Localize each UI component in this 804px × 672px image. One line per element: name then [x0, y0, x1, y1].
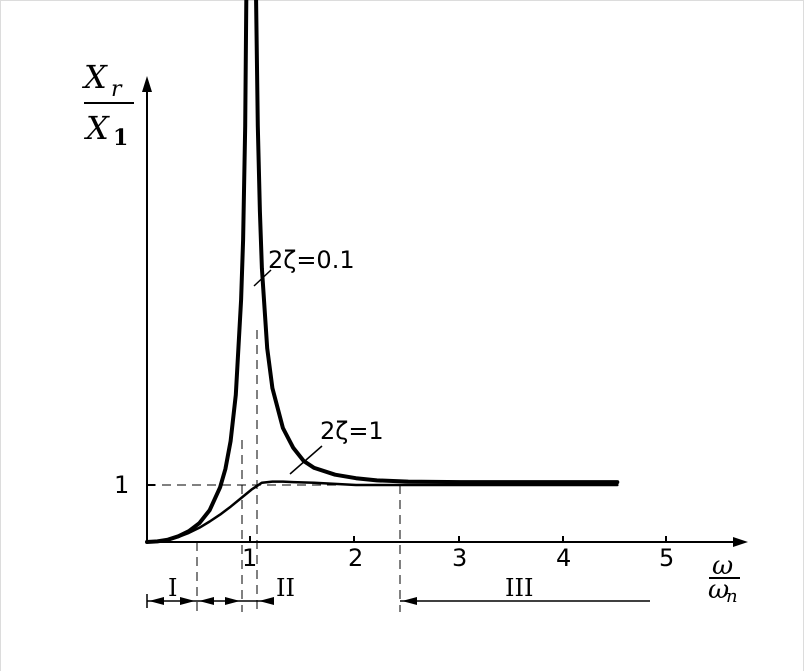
x-tick-marks [249, 536, 667, 542]
y-label-den: X [83, 109, 110, 147]
curve-annotations: 2ζ=0.1 2ζ=1 [253, 246, 384, 475]
x-label-den-sub: n [726, 586, 738, 607]
curve-zeta-1 [145, 480, 619, 544]
annotation-leader-zeta-1 [289, 445, 323, 475]
y-label-den-sub: 1 [113, 125, 128, 151]
annotation-zeta-0.1: 2ζ=0.1 [268, 246, 355, 274]
y-label-num: X [81, 58, 108, 96]
x-tick-label-5: 5 [659, 544, 674, 572]
arrow-I-right [180, 597, 195, 605]
region-label-I: I [168, 574, 177, 602]
region-brackets [146, 594, 650, 608]
arrow-II-right [259, 597, 274, 605]
x-tick-labels: 1 2 3 4 5 [242, 544, 674, 572]
x-label-num: ω [712, 551, 733, 581]
arrow-III-left [402, 597, 417, 605]
x-label-den: ω [708, 575, 729, 605]
annotation-leader-zeta-0.1 [253, 269, 272, 287]
x-tick-label-2: 2 [348, 544, 363, 572]
curve-zeta-0.1 [145, 0, 620, 544]
y-axis-arrow [142, 76, 152, 92]
y-label-num-sub: r [111, 77, 123, 102]
y-axis-label: X r X 1 [81, 58, 134, 151]
region-arrows [149, 597, 417, 605]
x-tick-label-3: 3 [452, 544, 467, 572]
region-label-III: III [505, 574, 533, 602]
region-label-II: II [276, 574, 295, 602]
x-tick-label-1: 1 [242, 544, 257, 572]
y-tick-label-1: 1 [114, 471, 129, 499]
annotation-zeta-1: 2ζ=1 [320, 417, 384, 445]
x-axis-label: ω ω n [708, 551, 740, 607]
arrow-II-mid-right [225, 597, 240, 605]
x-tick-label-4: 4 [556, 544, 571, 572]
x-axis-arrow [733, 537, 748, 547]
arrow-I-left [149, 597, 164, 605]
arrow-II-left [199, 597, 214, 605]
region-labels: I II III [168, 574, 533, 602]
